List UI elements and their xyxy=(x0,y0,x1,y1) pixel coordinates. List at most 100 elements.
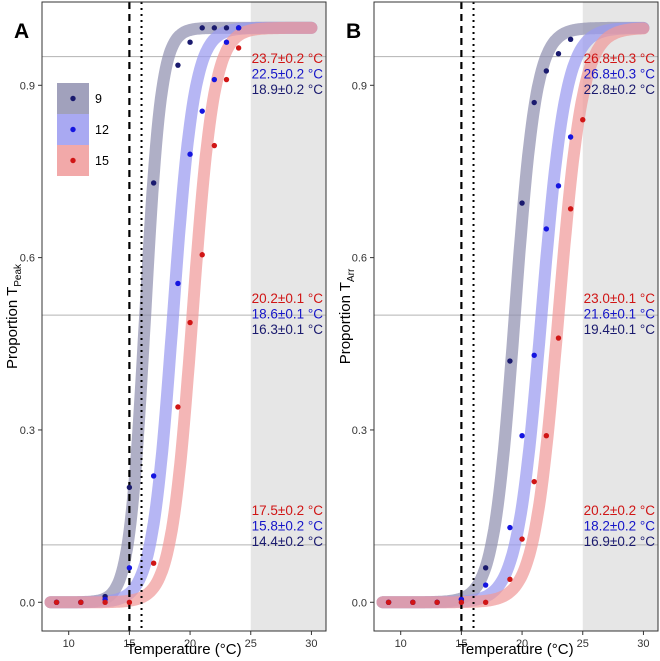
data-point-15 xyxy=(555,335,562,341)
data-point-15 xyxy=(223,76,230,83)
data-point-12 xyxy=(482,582,489,588)
data-point-9 xyxy=(126,484,133,491)
annotation-bottom: 16.9±0.2 °C xyxy=(584,534,656,549)
legend-label: 12 xyxy=(95,123,109,137)
data-point-12 xyxy=(211,76,218,83)
data-point-12 xyxy=(150,473,157,479)
y-tick-label: 0.0 xyxy=(20,597,35,609)
y-axis-label-main: Proportion T xyxy=(4,287,21,369)
data-point-9 xyxy=(543,68,550,74)
x-tick-label: 30 xyxy=(305,638,317,650)
data-point-9 xyxy=(482,565,489,571)
annotation-top: 18.9±0.2 °C xyxy=(252,82,324,97)
data-point-9 xyxy=(187,39,193,45)
panel-letter: A xyxy=(14,20,29,43)
x-tick-label: 25 xyxy=(245,638,257,650)
x-axis-label: Temperature (°C) xyxy=(458,641,573,658)
data-point-12 xyxy=(126,565,133,571)
y-tick-label: 0.3 xyxy=(352,425,367,437)
data-point-12 xyxy=(567,134,574,140)
data-point-15 xyxy=(519,536,525,542)
data-point-12 xyxy=(175,280,181,287)
y-axis-label: Proportion TArr xyxy=(337,268,357,364)
x-tick-label: 30 xyxy=(637,638,649,650)
annotation-middle: 21.6±0.1 °C xyxy=(584,307,656,322)
x-tick-label: 10 xyxy=(63,638,75,650)
legend-label: 9 xyxy=(95,92,102,106)
data-point-9 xyxy=(555,50,562,57)
legend: 9 12 15 xyxy=(57,83,109,176)
data-point-15 xyxy=(150,560,157,566)
data-point-9 xyxy=(507,358,513,364)
data-point-15 xyxy=(410,599,416,605)
x-tick-label: 20 xyxy=(184,638,196,650)
shaded-region xyxy=(250,2,326,631)
annotation-top: 23.7±0.2 °C xyxy=(252,51,324,66)
shaded-region xyxy=(582,2,658,631)
data-point-15 xyxy=(211,142,218,149)
fit-band-15 xyxy=(44,21,318,609)
data-point-15 xyxy=(482,599,489,605)
annotation-middle: 18.6±0.1 °C xyxy=(252,307,324,322)
data-point-15 xyxy=(102,599,108,605)
annotation-middle: 23.0±0.1 °C xyxy=(584,291,656,306)
panel-letter: B xyxy=(346,20,361,43)
x-axis-label: Temperature (°C) xyxy=(126,641,241,658)
data-point-9 xyxy=(211,25,218,31)
legend-marker-15 xyxy=(70,157,76,164)
annotation-bottom: 20.2±0.2 °C xyxy=(584,503,656,518)
y-tick-label: 0.3 xyxy=(20,425,35,437)
data-point-9 xyxy=(150,180,157,186)
annotation-middle: 16.3±0.1 °C xyxy=(252,322,324,337)
data-point-15 xyxy=(580,117,586,123)
panel-border xyxy=(41,1,327,632)
panel-B: 10 15 20 25 30 0.0 0.3 0.6 0.9 Temperature (°C) Pr… xyxy=(337,1,659,658)
fit-band-15 xyxy=(376,22,650,609)
y-tick-label: 0.6 xyxy=(352,253,367,265)
annotation-top: 26.8±0.3 °C xyxy=(584,51,656,66)
data-point-15 xyxy=(235,45,242,51)
annotation-top: 22.5±0.2 °C xyxy=(252,67,324,82)
panel-A: 10 15 20 25 30 0.0 0.3 0.6 0.9 Temperature (°C) Pr… xyxy=(4,1,327,658)
data-point-15 xyxy=(126,599,133,605)
data-point-12 xyxy=(519,432,525,439)
data-point-12 xyxy=(543,226,550,232)
data-point-9 xyxy=(567,36,574,43)
data-point-15 xyxy=(458,599,465,605)
data-point-12 xyxy=(199,108,205,114)
data-point-15 xyxy=(78,599,84,605)
data-point-15 xyxy=(385,599,392,605)
y-axis-label-main: Proportion T xyxy=(337,282,354,364)
annotation-bottom: 14.4±0.2 °C xyxy=(252,534,324,549)
annotation-bottom: 15.8±0.2 °C xyxy=(252,519,324,534)
data-point-12 xyxy=(555,183,562,189)
x-tick-label: 20 xyxy=(516,638,528,650)
data-point-9 xyxy=(519,200,525,206)
y-axis-label-subscript: Peak xyxy=(13,263,24,287)
legend-label: 15 xyxy=(95,154,109,168)
data-point-12 xyxy=(223,39,230,45)
data-point-9 xyxy=(531,99,537,106)
data-point-15 xyxy=(507,576,513,583)
data-point-15 xyxy=(53,599,60,605)
y-tick-label: 0.6 xyxy=(20,253,35,265)
data-point-12 xyxy=(531,352,537,358)
data-point-15 xyxy=(567,206,574,212)
data-point-15 xyxy=(199,252,205,258)
x-tick-label: 10 xyxy=(395,638,407,650)
data-point-9 xyxy=(223,25,230,31)
data-point-15 xyxy=(434,599,440,605)
y-axis-label-subscript: Arr xyxy=(346,268,357,282)
legend-marker-12 xyxy=(70,126,76,133)
annotation-bottom: 17.5±0.2 °C xyxy=(252,503,324,518)
legend-marker-9 xyxy=(70,95,76,102)
data-point-12 xyxy=(187,151,193,157)
annotation-top: 22.8±0.2 °C xyxy=(584,82,656,97)
x-tick-label: 15 xyxy=(455,638,467,650)
y-tick-label: 0.0 xyxy=(352,597,367,609)
data-point-9 xyxy=(175,62,181,68)
data-point-15 xyxy=(543,432,550,439)
x-tick-label: 15 xyxy=(123,638,135,650)
data-point-9 xyxy=(199,25,205,31)
